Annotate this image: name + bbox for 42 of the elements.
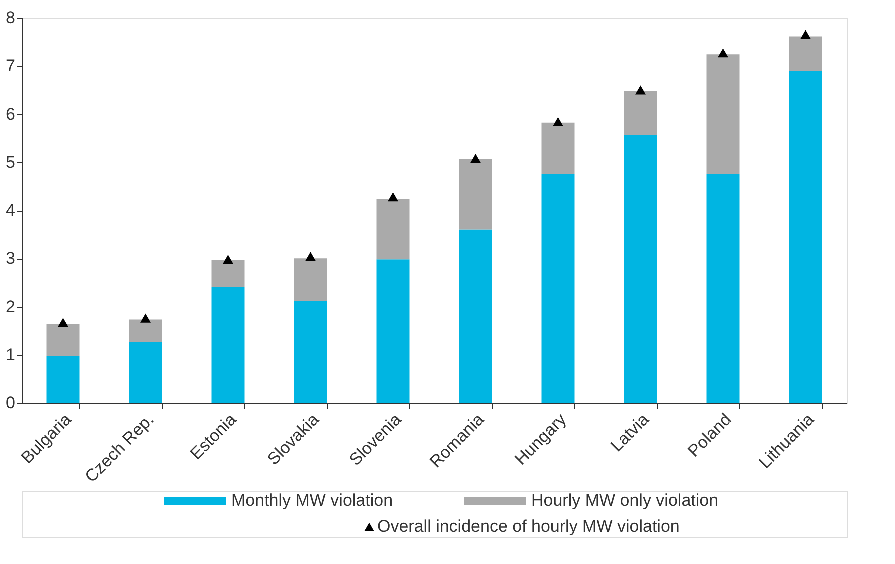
bar [459, 159, 492, 230]
y-tick-label: 4 [6, 201, 16, 220]
legend-label: Overall incidence of hourly MW violation [378, 517, 680, 536]
point [223, 255, 234, 264]
bar [706, 174, 740, 403]
bar [789, 71, 822, 403]
bar [129, 320, 162, 342]
bar [459, 230, 492, 403]
bar [212, 287, 245, 403]
y-tick-label: 8 [6, 8, 16, 28]
bar [129, 342, 162, 403]
y-tick-label: 7 [6, 56, 16, 76]
point [470, 154, 481, 164]
point [718, 48, 728, 58]
bar [542, 122, 575, 174]
bar [46, 356, 80, 403]
bar [624, 135, 658, 403]
bar [789, 36, 822, 72]
bar [294, 300, 328, 403]
y-tick-label: 1 [6, 345, 16, 364]
bar [376, 198, 410, 260]
point [306, 252, 316, 262]
point [58, 318, 68, 328]
y-tick-label: 3 [6, 249, 16, 268]
bar [542, 174, 575, 403]
bar [376, 260, 410, 403]
point [388, 192, 398, 202]
bar [46, 324, 80, 356]
point [800, 30, 811, 40]
bar [212, 260, 245, 288]
y-tick-label: 0 [6, 394, 16, 412]
bar [294, 258, 328, 301]
y-tick-label: 2 [6, 297, 16, 316]
point [553, 117, 564, 126]
y-tick-label: 5 [6, 152, 16, 172]
point [636, 86, 646, 95]
point [140, 314, 151, 323]
legend-label: Monthly MW violation [232, 491, 394, 510]
legend-label: Hourly MW only violation [532, 491, 719, 510]
y-tick-label: 6 [6, 104, 16, 124]
bar [624, 91, 658, 136]
bar [706, 54, 740, 174]
